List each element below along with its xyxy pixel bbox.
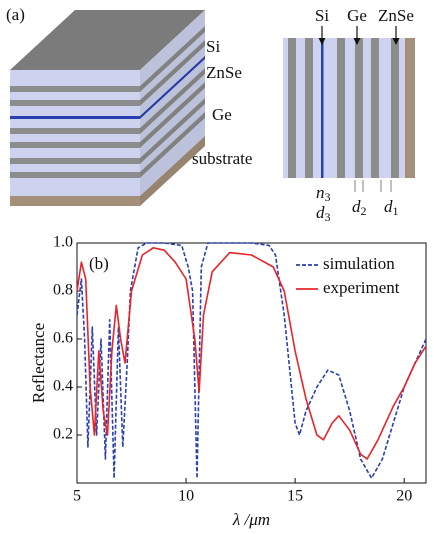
symbol: d xyxy=(352,197,361,216)
legend-label: experiment xyxy=(323,278,400,297)
x-axis-label: λ /μm xyxy=(232,510,270,529)
stripe-label: Ge xyxy=(347,6,367,25)
symbol: d xyxy=(384,197,393,216)
cross-stripe xyxy=(305,38,313,178)
stack-layer xyxy=(10,142,140,148)
stack-side xyxy=(140,112,205,178)
cross-stripe xyxy=(371,38,379,178)
stack-layer xyxy=(10,128,140,134)
cross-stripe xyxy=(288,38,296,178)
series-line xyxy=(76,242,427,479)
symbol: d xyxy=(316,203,325,222)
legend-label: simulation xyxy=(323,254,395,273)
stack-side xyxy=(140,88,205,158)
stack-side xyxy=(140,68,205,134)
side-shade xyxy=(140,10,205,206)
stack-layer xyxy=(10,196,140,206)
y-tick-label: 0.4 xyxy=(53,378,73,395)
layer-label: substrate xyxy=(192,149,252,168)
y-tick-label: 0.8 xyxy=(53,282,73,299)
cross-stripe xyxy=(391,38,399,178)
y-tick-label: 0.2 xyxy=(53,426,73,443)
cross-stripe xyxy=(355,38,363,178)
arrow-head xyxy=(353,38,361,45)
stack-side xyxy=(140,40,205,106)
subscript: 3 xyxy=(325,190,331,204)
stack-side xyxy=(140,74,205,142)
stack-side xyxy=(140,104,205,172)
x-tick-label: 20 xyxy=(396,488,412,505)
arrow-head xyxy=(392,38,400,45)
stack-layer xyxy=(10,100,140,106)
stack-layer xyxy=(10,164,140,172)
chart: 5 10 15 20 0.2 0.4 0.6 0.8 1.0 λ /μm Reflectance (b… xyxy=(29,234,427,529)
stack-side xyxy=(140,82,205,148)
stack-layer xyxy=(10,158,140,164)
stack-layer xyxy=(10,134,140,142)
param-label: d3 xyxy=(316,203,331,224)
stack-side xyxy=(140,46,205,116)
symbol: n xyxy=(316,183,325,202)
stack-side xyxy=(140,136,205,206)
param-label: d2 xyxy=(352,197,367,218)
stack-side xyxy=(140,59,205,128)
subscript: 3 xyxy=(325,210,331,224)
layer-label: Si xyxy=(206,37,220,56)
stripe-label: Si xyxy=(315,6,329,25)
panel-label: (b) xyxy=(89,254,109,273)
stack-layer xyxy=(10,119,140,128)
stack-side xyxy=(140,10,205,86)
x-tick-label: 15 xyxy=(287,488,303,505)
panel-label: (a) xyxy=(6,5,25,24)
y-tick-label: 1.0 xyxy=(53,234,73,251)
cross-substrate xyxy=(405,38,415,178)
y-tick-label: 0.6 xyxy=(53,330,73,347)
stack-layer xyxy=(10,86,140,92)
stack-side xyxy=(140,118,205,196)
stack-layer xyxy=(10,70,140,86)
subscript: 1 xyxy=(393,204,399,218)
x-tick-label: 10 xyxy=(178,488,194,505)
stack-layer xyxy=(10,178,140,196)
param-label: d1 xyxy=(384,197,399,218)
cross-si xyxy=(321,38,324,178)
stripe-label: ZnSe xyxy=(378,6,414,25)
x-tick-label: 5 xyxy=(73,488,81,505)
y-axis-label: Reflectance xyxy=(29,323,48,403)
stack-layer xyxy=(10,172,140,178)
param-label: n3 xyxy=(316,183,331,204)
stack-layer xyxy=(10,116,140,119)
stack-layer xyxy=(10,148,140,158)
stack-layer xyxy=(10,92,140,100)
layer-label: Ge xyxy=(212,105,232,124)
arrow-head xyxy=(318,38,326,45)
stack-side xyxy=(140,32,205,100)
layer-diagram xyxy=(10,10,415,206)
layer-label: ZnSe xyxy=(206,63,242,82)
stack-layer xyxy=(10,106,140,116)
stack-side xyxy=(140,56,205,119)
stack-side xyxy=(140,98,205,164)
subscript: 2 xyxy=(361,204,367,218)
stack-side xyxy=(140,26,205,92)
cross-stripe xyxy=(337,38,345,178)
series-line xyxy=(76,247,427,460)
